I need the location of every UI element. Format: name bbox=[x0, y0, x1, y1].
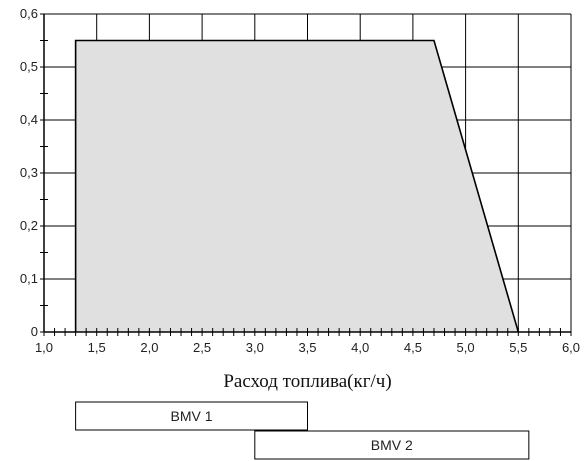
x-tick-label: 2,0 bbox=[140, 340, 158, 355]
x-tick-label: 6,0 bbox=[562, 340, 580, 355]
area-layer bbox=[74, 39, 520, 333]
x-tick-label: 1,5 bbox=[88, 340, 106, 355]
range-bar-label: BMV 2 bbox=[371, 437, 413, 453]
range-bar bbox=[254, 430, 530, 460]
range-bar-label: BMV 1 bbox=[171, 408, 213, 424]
y-tick-label: 0,3 bbox=[20, 165, 38, 180]
x-tick-label: 1,0 bbox=[35, 340, 53, 355]
x-tick-label: 3,0 bbox=[246, 340, 264, 355]
area-outline bbox=[74, 39, 520, 333]
range-bar bbox=[75, 401, 309, 431]
x-tick-label: 5,5 bbox=[509, 340, 527, 355]
y-tick-label: 0,5 bbox=[20, 59, 38, 74]
x-tick-label: 5,0 bbox=[457, 340, 475, 355]
y-tick-label: 0,2 bbox=[20, 218, 38, 233]
x-tick-label: 2,5 bbox=[193, 340, 211, 355]
y-tick-label: 0,4 bbox=[20, 112, 38, 127]
x-axis-label: Расход топлива(кг/ч) bbox=[223, 371, 391, 392]
y-tick-label: 0 bbox=[31, 324, 38, 339]
range-bars: BMV 1 BMV 2 bbox=[75, 401, 530, 460]
y-tick-label: 0,6 bbox=[20, 6, 38, 21]
axes bbox=[40, 13, 572, 336]
x-tick-label: 4,0 bbox=[351, 340, 369, 355]
x-tick-label: 3,5 bbox=[298, 340, 316, 355]
x-tick-label: 4,5 bbox=[404, 340, 422, 355]
area-fill bbox=[75, 40, 519, 332]
tick-labels: 1,0 1,5 2,0 2,5 3,0 3,5 4,0 4,5 5,0 5,5 6,0 0 0,1 0,2… bbox=[20, 6, 580, 355]
y-tick-label: 0,1 bbox=[20, 271, 38, 286]
